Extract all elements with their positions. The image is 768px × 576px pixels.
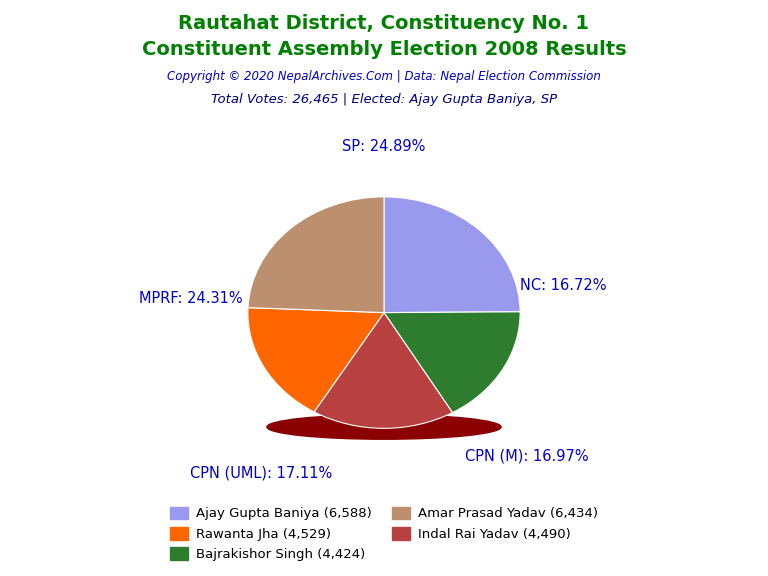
Wedge shape xyxy=(384,197,520,313)
Wedge shape xyxy=(248,197,384,313)
Text: Constituent Assembly Election 2008 Results: Constituent Assembly Election 2008 Resul… xyxy=(141,40,627,59)
Text: NC: 16.72%: NC: 16.72% xyxy=(521,278,607,293)
Text: Total Votes: 26,465 | Elected: Ajay Gupta Baniya, SP: Total Votes: 26,465 | Elected: Ajay Gupt… xyxy=(211,93,557,107)
Wedge shape xyxy=(384,312,520,412)
Text: Rautahat District, Constituency No. 1: Rautahat District, Constituency No. 1 xyxy=(178,14,590,33)
Text: MPRF: 24.31%: MPRF: 24.31% xyxy=(139,291,243,306)
Wedge shape xyxy=(248,308,384,412)
Wedge shape xyxy=(314,313,452,429)
Text: CPN (UML): 17.11%: CPN (UML): 17.11% xyxy=(190,466,333,481)
Text: SP: 24.89%: SP: 24.89% xyxy=(343,139,425,154)
Text: CPN (M): 16.97%: CPN (M): 16.97% xyxy=(465,448,589,463)
Legend: Ajay Gupta Baniya (6,588), Rawanta Jha (4,529), Bajrakishor Singh (4,424), Amar : Ajay Gupta Baniya (6,588), Rawanta Jha (… xyxy=(164,501,604,567)
Ellipse shape xyxy=(267,415,501,439)
Text: Copyright © 2020 NepalArchives.Com | Data: Nepal Election Commission: Copyright © 2020 NepalArchives.Com | Dat… xyxy=(167,70,601,84)
